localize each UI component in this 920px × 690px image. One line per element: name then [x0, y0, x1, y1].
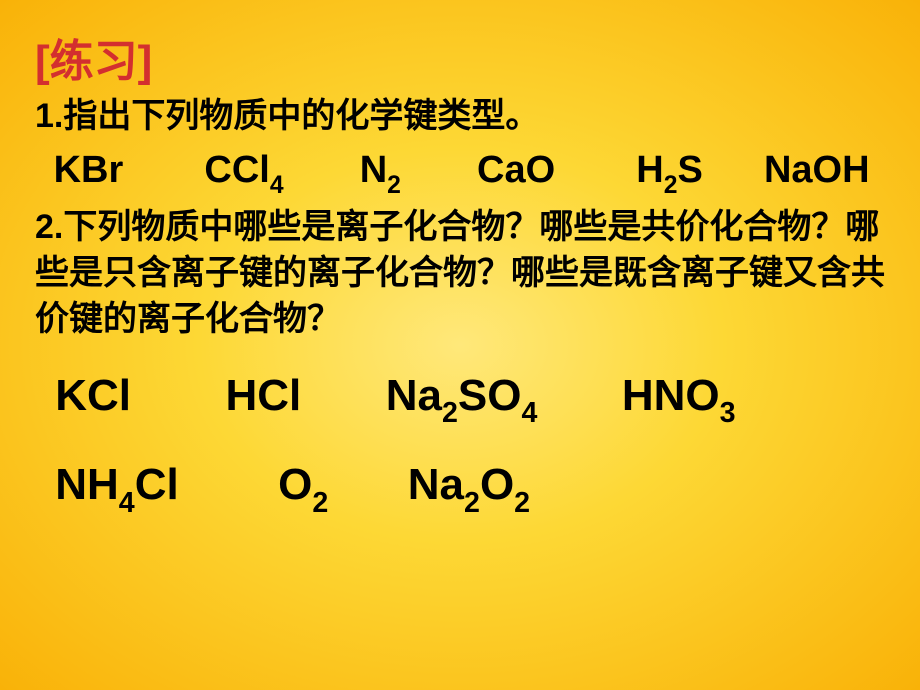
- exercise-title: [练习]: [35, 25, 885, 89]
- question-1-prompt: 1.指出下列物质中的化学键类型。: [35, 94, 885, 140]
- question-2-formulas-line2: NH4Cl O2 Na2O2: [35, 452, 885, 522]
- question-2-prompt: 2.下列物质中哪些是离子化合物？哪些是共价化合物？哪些是只含离子键的离子化合物？…: [35, 205, 885, 343]
- formula-n2: N2: [360, 149, 401, 191]
- formula-hno3: HNO3: [622, 371, 736, 420]
- formula-hcl: HCl: [225, 371, 301, 420]
- formula-ccl4: CCl4: [204, 149, 283, 191]
- formula-h2s: H2S: [636, 149, 703, 191]
- formula-o2: O2: [278, 460, 328, 509]
- question-2-formulas-line1: KCl HCl Na2SO4 HNO3: [35, 363, 885, 433]
- question-1-formulas: KBr CCl4 N2 CaO H2S NaOH: [35, 144, 885, 201]
- formula-cao: CaO: [477, 149, 555, 191]
- formula-kbr: KBr: [54, 149, 124, 191]
- formula-naoh: NaOH: [764, 149, 870, 191]
- formula-kcl: KCl: [55, 371, 131, 420]
- formula-na2so4: Na2SO4: [386, 371, 538, 420]
- formula-nh4cl: NH4Cl: [55, 460, 178, 509]
- formula-na2o2: Na2O2: [408, 460, 530, 509]
